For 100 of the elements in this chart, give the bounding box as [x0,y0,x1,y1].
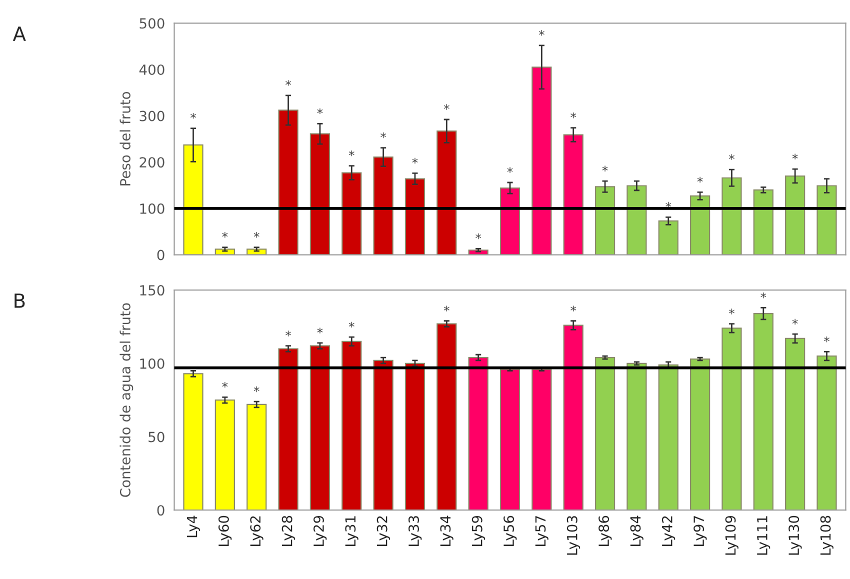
data-label: * [444,306,450,312]
x-tick-label: Ly103 [566,516,580,555]
bar [785,175,806,255]
bar [690,195,710,255]
data-label: * [728,308,734,314]
bar [594,356,616,510]
chart-title: B [14,294,25,308]
data-label: * [824,336,830,342]
data-label: * [222,232,228,238]
data-label: * [666,202,672,208]
x-tick-label: Ly4 [186,516,200,538]
bar [563,324,584,510]
data-label: * [697,176,703,183]
bar [658,220,678,255]
bar [246,404,267,510]
y-tick-label: 0 [157,250,164,260]
chart-title: A [12,26,26,41]
bar [373,156,394,255]
data-label: * [507,167,513,173]
data-label: * [286,330,292,336]
bar [500,368,520,510]
x-tick-label: Ly59 [472,516,486,546]
bar [373,360,394,510]
data-label: * [792,318,798,325]
bar [342,340,362,510]
bar [183,373,204,510]
data-label: * [412,158,418,164]
x-tick-label: Ly29 [313,516,327,546]
x-tick-label: Ly109 [725,516,738,555]
data-label: * [286,80,292,86]
bar [310,345,330,510]
data-label: * [570,306,576,312]
data-label: * [254,232,260,238]
bar [278,110,298,255]
data-label: * [317,328,323,334]
y-tick-label: 200 [140,157,164,168]
data-label: * [222,382,228,388]
bar [532,66,552,255]
bar [753,312,774,510]
y-tick-label: 50 [148,432,164,442]
data-label: * [444,104,450,110]
y-tick-label: 100 [140,358,164,369]
bar [278,348,298,510]
y-tick-label: 150 [140,285,164,296]
bar [722,328,742,510]
x-tick-label: Ly108 [820,516,834,555]
x-tick-label: Ly31 [345,516,358,546]
y-tick-label: 100 [140,203,164,214]
bar [785,338,806,510]
x-tick-label: Ly34 [440,516,454,546]
y-tick-label: 400 [139,64,164,75]
bar [500,188,520,255]
bar [436,130,457,255]
bar [404,178,426,255]
bar [626,362,647,510]
bar [816,356,837,510]
data-label: * [728,154,734,160]
bar [690,358,710,510]
bar [753,189,774,255]
y-tick-label: 0 [157,505,164,516]
bar [183,144,204,255]
x-tick-label: Ly42 [662,516,676,546]
y-tick-label: 500 [140,18,164,29]
data-label: * [760,292,766,298]
y-axis-title: Peso del fruto [120,92,130,186]
bar [626,185,647,255]
x-tick-label: Ly97 [694,516,707,546]
y-tick-label: 300 [140,110,164,122]
x-tick-label: Ly57 [535,516,548,546]
bar [563,134,584,255]
x-tick-label: Ly111 [757,516,770,555]
x-tick-label: Ly33 [408,516,422,546]
data-label: * [348,322,354,328]
data-label: * [190,112,196,119]
data-label: * [538,30,544,36]
bar [722,177,742,255]
data-label: * [380,132,386,138]
x-tick-label: Ly32 [376,516,390,546]
bar [594,186,616,255]
data-label: * [570,112,576,118]
data-label: * [602,166,608,172]
bar [310,133,330,255]
bar [468,356,488,510]
bar [816,185,837,255]
x-tick-label: Ly28 [282,516,295,546]
y-axis-title: Contenido de agua del fruto [120,303,134,497]
bar [404,362,426,510]
bar [436,323,457,510]
x-tick-label: Ly130 [788,516,802,555]
data-label: * [317,108,323,114]
x-tick-label: Ly56 [504,516,517,546]
bar [342,172,362,255]
data-label: * [476,233,482,240]
data-label: * [348,150,354,156]
x-tick-label: Ly84 [630,516,644,546]
data-label: * [792,154,798,160]
x-tick-label: Ly62 [250,516,264,546]
bar [532,368,552,510]
bar [214,400,235,510]
x-tick-label: Ly86 [598,516,612,546]
